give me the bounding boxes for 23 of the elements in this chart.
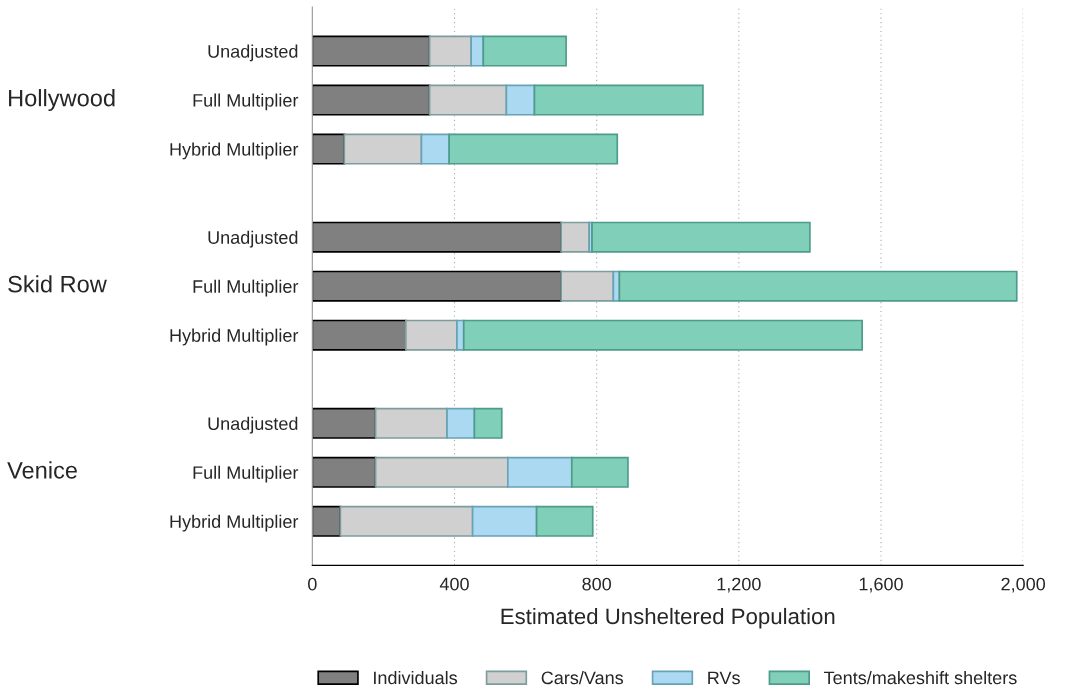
text: Hollywood — [9, 89, 115, 112]
x-axis-title: Estimated Unsheltered Population — [501, 607, 835, 629]
y-tick-label: Full Multiplier — [193, 279, 299, 297]
y-tick-label: Hybrid Multiplier — [170, 328, 299, 346]
x-tick-label: 1,600 — [859, 577, 903, 593]
x-tick-label: 800 — [582, 577, 612, 591]
y-tick-label: Unadjusted — [208, 44, 298, 62]
legend-label: RVs — [708, 671, 740, 685]
x-tick-label: 1,200 — [717, 577, 761, 593]
y-tick-label: Full Multiplier — [193, 93, 299, 111]
legend-label: Tents/makeshift shelters — [824, 670, 1017, 685]
x-tick-label: 0 — [308, 577, 317, 591]
y-tick-label: Hybrid Multiplier — [170, 514, 299, 532]
y-tick-label: Full Multiplier — [193, 465, 299, 483]
x-tick-label: 2,000 — [1001, 577, 1046, 593]
text: Venice — [7, 461, 77, 479]
y-tick-label: Unadjusted — [208, 230, 298, 248]
x-tick-label: 400 — [439, 577, 469, 591]
text: Skid Row — [8, 275, 107, 293]
y-tick-label: Hybrid Multiplier — [170, 142, 299, 160]
legend-label: Cars/Vans — [541, 670, 624, 685]
y-tick-label: Unadjusted — [208, 416, 298, 434]
legend-label: Individuals — [374, 670, 458, 685]
